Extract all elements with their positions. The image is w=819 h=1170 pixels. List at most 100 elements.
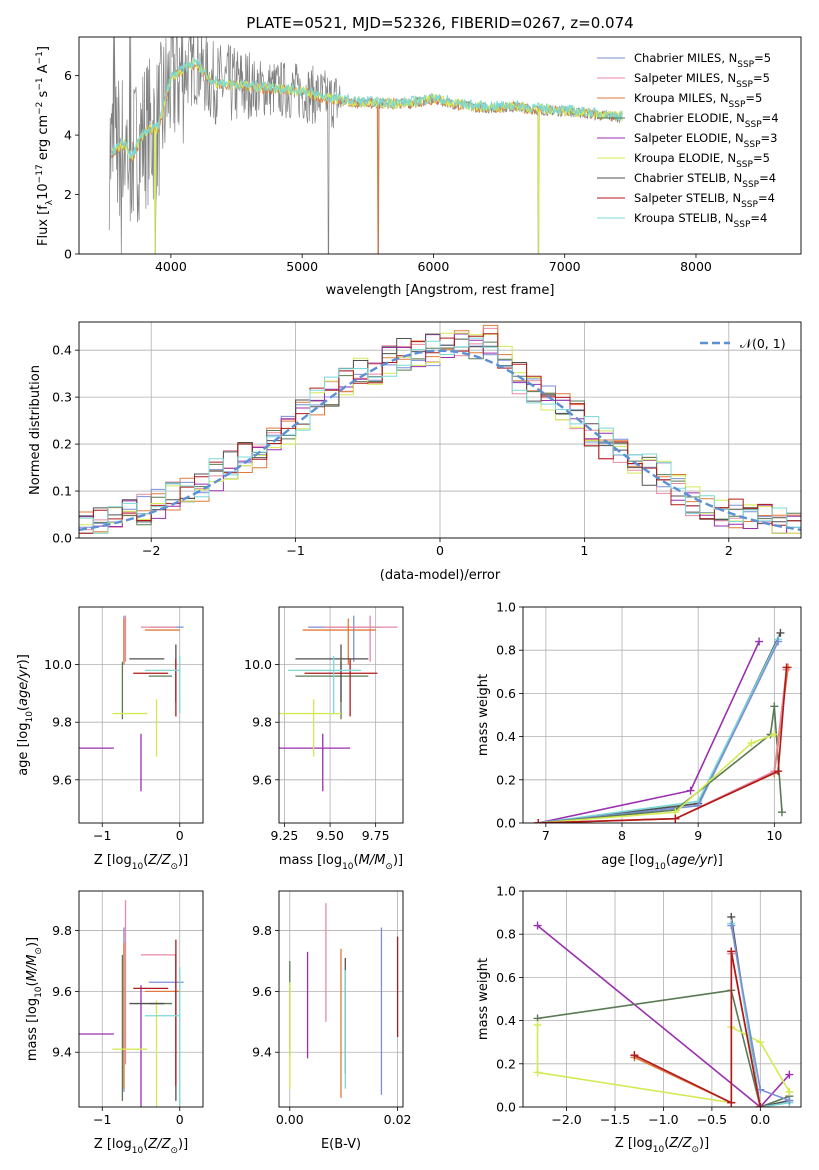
spectrum-ytick-label: 2: [64, 187, 72, 202]
mass-weight-point: [727, 1098, 736, 1107]
residuals-xtick-label: 1: [580, 543, 588, 558]
legend-label: Chabrier MILES, NSSP=5: [634, 51, 771, 70]
mass-weight-series-line: [537, 989, 790, 1107]
age_vs_mass-ytick-label: 9.8: [252, 715, 272, 730]
mass-weight-point: [630, 1051, 639, 1060]
mass_vs_Z-axes: −1 0 9.4 9.6 9.8 Z [log10(Z/Z⊙)] mass [log10(M…: [25, 890, 204, 1156]
age_vs_Z-frame: [78, 606, 204, 824]
mass_vs_Z-xtick-label: −1: [93, 1112, 111, 1127]
legend-label: Chabrier STELIB, NSSP=4: [634, 171, 776, 190]
age-vs-mass-xlabel: mass [log10(M/M⊙)]: [279, 853, 403, 872]
residuals-ytick-label: 0.3: [52, 390, 72, 405]
mass-vs-EBV-xlabel: E(B-V): [321, 1137, 361, 1152]
mass-weight-point: [777, 808, 786, 817]
age_vs_Z-xtick-label: 0: [176, 828, 184, 843]
mass_vs_Z-ytick-label: 9.6: [52, 984, 72, 999]
residuals-xlabel: (data-model)/error: [380, 568, 501, 583]
model-spectrum-line: [111, 59, 623, 254]
mass-weight-point: [776, 628, 785, 637]
legend-label: Kroupa ELODIE, NSSP=5: [634, 151, 770, 170]
mass-weight-series-line: [538, 667, 789, 823]
legend-label: Kroupa MILES, NSSP=5: [634, 91, 762, 110]
mass-weight-point: [785, 1070, 794, 1079]
residuals-ytick-label: 0.0: [52, 531, 72, 546]
massweight_vs_age-ylabel: mass weight: [476, 674, 491, 756]
mass-vs-Z-xlabel: Z [log10(Z/Z⊙)]: [94, 1137, 188, 1156]
spectrum-xtick-label: 4000: [155, 259, 187, 274]
massweight_vs_Z-ytick-label: 1.0: [496, 884, 516, 899]
residuals-xtick-label: 2: [725, 543, 733, 558]
mass_vs_EBV-frame: [278, 890, 404, 1108]
age_vs_mass-plot-area: [279, 607, 403, 823]
massweight_vs_age-xtick-label: 8: [618, 828, 626, 843]
age_vs_Z-ytick-label: 9.6: [52, 772, 72, 787]
age_vs_mass-xtick-label: 9.25: [271, 828, 299, 843]
mass-weight-series-line: [536, 924, 790, 1107]
massweight_vs_age-xlabel: age [log10(age/yr)]: [601, 853, 723, 872]
massweight_vs_Z-xlabel: Z [log10(Z/Z⊙)]: [615, 1136, 709, 1155]
massweight_vs_Z-ytick-label: 0.2: [496, 1056, 516, 1071]
massweight_vs_Z-xtick-label: −2.0: [551, 1112, 581, 1127]
mass-weight-point: [785, 1096, 794, 1105]
age_vs_Z-ytick-label: 9.8: [52, 715, 72, 730]
spectrum-ytick-label: 6: [64, 68, 72, 83]
mass-weight-point: [774, 767, 783, 776]
massweight_vs_Z-plot-area: [523, 891, 801, 1107]
massweight_vs_Z-ylabel: mass weight: [476, 958, 491, 1040]
mass-weight-series-line: [634, 951, 762, 1107]
residual-histogram-series: [79, 337, 801, 534]
mass-weight-point: [671, 814, 680, 823]
massweight_vs_age-xtick-label: 9: [694, 828, 702, 843]
spectrum-frame: [78, 36, 802, 255]
age_vs_mass-axes: 9.25 9.50 9.75 9.6 9.8 10.0 mass [log10(M/M⊙)]: [244, 606, 404, 872]
mass_vs_EBV-plot-area: [279, 891, 403, 1107]
spectrum-xtick-label: 8000: [680, 259, 712, 274]
mass-weight-point: [770, 702, 779, 711]
mass-weight-point: [727, 947, 736, 956]
spectrum-xlabel: wavelength [Angstrom, rest frame]: [326, 283, 555, 298]
age-vs-Z-ylabel: age [log10(age/yr)]: [16, 654, 35, 776]
spectrum-ylabel: Flux [fλ10−17 erg cm−2 s−1 A−1]: [35, 46, 55, 246]
mass-weight-point: [747, 739, 756, 748]
mass-weight-point: [774, 637, 783, 646]
spectrum-axes: 4000 5000 6000 7000 8000 0 2 4 6 wavelength [Angs…: [35, 36, 802, 298]
residuals-xtick-label: −2: [142, 543, 160, 558]
mass-weight-point: [727, 921, 736, 930]
massweight_vs_Z-ytick-label: 0.0: [496, 1100, 516, 1115]
spectrum-xtick-label: 6000: [418, 259, 450, 274]
residuals-ytick-label: 0.2: [52, 437, 72, 452]
mass-weight-point: [533, 921, 542, 930]
massweight_vs_Z-ytick-label: 0.6: [496, 970, 516, 985]
massweight_vs_age-ytick-label: 1.0: [496, 600, 516, 615]
residuals-ytick-label: 0.4: [52, 343, 72, 358]
mass_vs_Z-xtick-label: 0: [176, 1112, 184, 1127]
massweight_vs_age-ytick-label: 0.0: [496, 816, 516, 831]
mass-weight-series-line: [538, 733, 775, 823]
figure-title: PLATE=0521, MJD=52326, FIBERID=0267, z=0…: [246, 14, 633, 32]
massweight_vs_age-xtick-label: 7: [542, 828, 550, 843]
massweight_vs_age-plot-area: [523, 607, 801, 823]
mass-vs-Z-ylabel: mass [log10(M/M⊙)]: [25, 937, 44, 1061]
mass-weight-point: [782, 663, 791, 672]
massweight_vs_age-axes: 7 8 9 10 0.0 0.2 0.4 0.6 0.8 1.0 age [log10(age/yr…: [476, 600, 802, 872]
age_vs_Z-axes: −1 0 9.6 9.8 10.0 Z [log10(Z/Z⊙)] age [log10(a…: [16, 606, 204, 872]
spectrum-xtick-label: 5000: [286, 259, 318, 274]
massweight_vs_age-ytick-label: 0.8: [496, 643, 516, 658]
mass_vs_Z-frame: [78, 890, 204, 1108]
massweight_vs_Z-frame: [522, 890, 802, 1108]
massweight_vs_Z-xtick-label: −1.0: [648, 1112, 678, 1127]
mass_vs_EBV-ytick-label: 9.8: [252, 923, 272, 938]
residuals-xtick-label: −1: [286, 543, 304, 558]
age_vs_mass-ytick-label: 9.6: [252, 772, 272, 787]
massweight_vs_age-ytick-label: 0.6: [496, 686, 516, 701]
data-spectrum-line: [108, 37, 623, 254]
residuals-axes: −2 −1 0 1 2 0.0 0.1 0.2 0.3 0.4 (data-model)/error…: [28, 321, 802, 583]
mass_vs_EBV-ytick-label: 9.4: [252, 1045, 272, 1060]
massweight_vs_Z-xtick-label: −0.5: [697, 1112, 727, 1127]
age_vs_mass-frame: [278, 606, 404, 824]
mass-weight-series-line: [538, 667, 788, 823]
massweight_vs_Z-xtick-label: −1.5: [600, 1112, 630, 1127]
mass_vs_Z-ytick-label: 9.8: [52, 923, 72, 938]
